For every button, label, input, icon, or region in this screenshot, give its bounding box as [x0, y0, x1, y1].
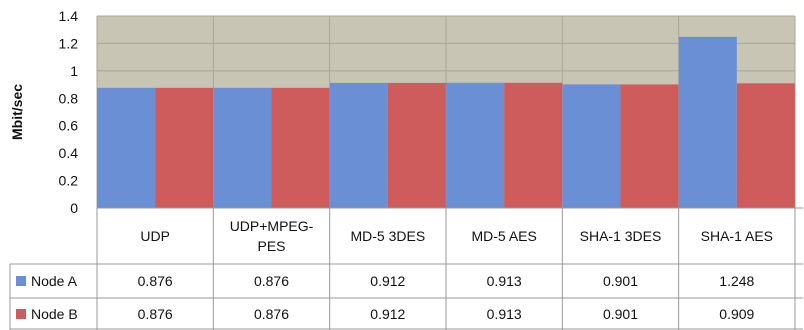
data-label: 0.876	[254, 273, 289, 289]
y-tick-label: 1	[70, 63, 78, 79]
bar	[155, 87, 214, 208]
data-label: 0.876	[254, 306, 289, 322]
bar	[387, 82, 446, 208]
data-label: 0.901	[603, 306, 638, 322]
bar	[271, 87, 330, 208]
bar	[736, 83, 795, 208]
data-label: 0.912	[370, 273, 405, 289]
y-tick-label: 0.2	[59, 173, 79, 189]
gridlines	[96, 15, 796, 209]
data-table: UDP UDP+MPEG-PES MD-5 3DES MD-5 AES SHA-1 3D…	[9, 207, 803, 330]
bar	[446, 82, 505, 208]
category-label: SHA-1 3DES	[580, 228, 662, 244]
bar	[562, 84, 621, 208]
legend-swatch	[16, 276, 26, 286]
category-label: MD-5 3DES	[350, 228, 425, 244]
category-label: MD-5 AES	[471, 228, 536, 244]
data-label: 1.248	[719, 273, 754, 289]
bar	[329, 82, 388, 208]
data-label: 0.876	[138, 306, 173, 322]
bars	[97, 36, 795, 208]
y-axis-label: Mbit/sec	[9, 84, 25, 140]
legend-swatch	[16, 309, 26, 319]
y-tick-label: 0.4	[59, 145, 79, 161]
y-tick-label: 0.6	[59, 118, 79, 134]
y-tick-label: 0	[70, 200, 78, 216]
data-label: 0.913	[487, 306, 522, 322]
data-label: 0.901	[603, 273, 638, 289]
y-tick-label: 1.2	[59, 35, 79, 51]
legend-label: Node B	[31, 306, 78, 322]
category-label: UDP	[140, 228, 170, 244]
legend-label: Node A	[31, 273, 78, 289]
bar	[678, 36, 737, 208]
y-axis-ticks: 0 0.2 0.4 0.6 0.8 1 1.2 1.4	[59, 8, 79, 216]
category-label: UDP+MPEG-PES	[230, 218, 314, 254]
data-label: 0.876	[138, 273, 173, 289]
bar	[504, 82, 563, 208]
y-tick-label: 1.4	[59, 8, 79, 24]
bar	[97, 87, 156, 208]
data-label: 0.913	[487, 273, 522, 289]
category-label: SHA-1 AES	[701, 228, 773, 244]
y-tick-label: 0.8	[59, 90, 79, 106]
bar	[620, 84, 679, 208]
data-label: 0.912	[370, 306, 405, 322]
data-label: 0.909	[719, 306, 754, 322]
bar	[213, 87, 272, 208]
